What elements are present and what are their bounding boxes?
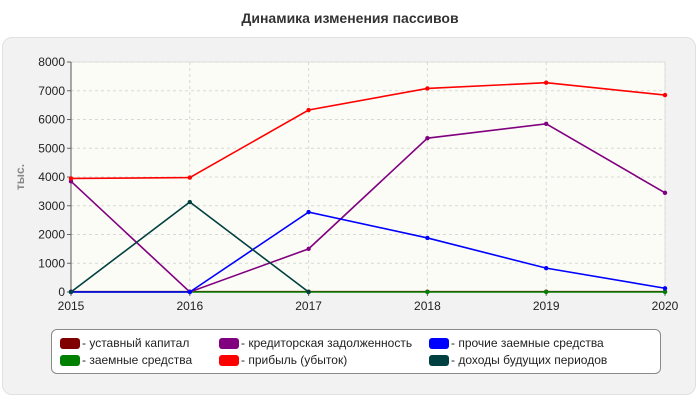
y-tick-label: 4000 (38, 170, 65, 184)
series-point-3 (425, 86, 430, 91)
x-tick-label: 2019 (533, 299, 560, 313)
legend-swatch (60, 354, 80, 366)
series-point-2 (306, 246, 311, 252)
legend-item: - доходы будущих периодов (429, 353, 607, 367)
y-tick-label: 5000 (38, 141, 65, 155)
y-tick-label: 0 (58, 285, 65, 299)
y-tick-label: 7000 (38, 84, 65, 98)
legend-label: - заемные средства (82, 353, 193, 367)
series-line-3 (70, 81, 666, 180)
series-point-4 (306, 209, 311, 215)
legend-item: - прочие заемные средства (429, 336, 604, 350)
series-point-1 (544, 289, 549, 295)
series-point-5 (68, 289, 74, 295)
legend-label: - прибыль (убыток) (241, 353, 348, 367)
legend-swatch (60, 337, 80, 349)
series-point-2 (425, 135, 430, 141)
y-tick-label: 6000 (38, 113, 65, 127)
series-point-4 (425, 235, 430, 241)
y-axis-label: тыс. (13, 164, 27, 190)
series-point-3 (68, 176, 74, 181)
series-point-3 (662, 92, 668, 98)
legend-label: - прочие заемные средства (451, 336, 604, 350)
legend-swatch (219, 354, 239, 366)
x-tick-label: 2016 (176, 299, 203, 313)
legend-item: - заемные средства (60, 353, 192, 367)
series-point-3 (544, 80, 549, 85)
legend-item: - уставный капитал (60, 336, 189, 350)
series-line-4 (71, 211, 666, 293)
series-point-1 (425, 289, 430, 295)
legend-swatch (429, 354, 449, 366)
y-tick-label: 3000 (38, 199, 65, 213)
x-tick-label: 2015 (58, 299, 85, 313)
x-tick-label: 2020 (652, 299, 679, 313)
series-point-4 (662, 286, 668, 291)
series-point-2 (544, 121, 549, 127)
legend-item: - прибыль (убыток) (219, 353, 347, 367)
y-tick-label: 8000 (38, 55, 65, 69)
x-tick-label: 2017 (295, 299, 322, 313)
series-line-2 (70, 122, 666, 293)
series-point-3 (187, 175, 192, 180)
series-point-1 (662, 289, 668, 295)
legend-swatch (219, 337, 239, 349)
legend-label: - кредиторская задолженность (241, 336, 413, 350)
series-point-3 (306, 107, 311, 113)
series-point-2 (662, 190, 668, 196)
series-point-5 (306, 289, 311, 295)
chart-legend: - уставный капитал - заемные средства - кр… (51, 329, 661, 374)
chart-title: Динамика изменения пассивов (241, 10, 459, 26)
legend-item: - кредиторская задолженность (219, 336, 412, 350)
legend-label: - уставный капитал (82, 336, 190, 350)
legend-swatch (429, 337, 449, 349)
legend-label: - доходы будущих периодов (451, 353, 608, 367)
series-point-4 (544, 265, 549, 271)
y-tick-label: 1000 (38, 256, 65, 270)
y-tick-label: 2000 (38, 228, 65, 242)
series-point-5 (187, 199, 192, 205)
x-tick-label: 2018 (414, 299, 441, 313)
series-point-4 (187, 289, 192, 295)
